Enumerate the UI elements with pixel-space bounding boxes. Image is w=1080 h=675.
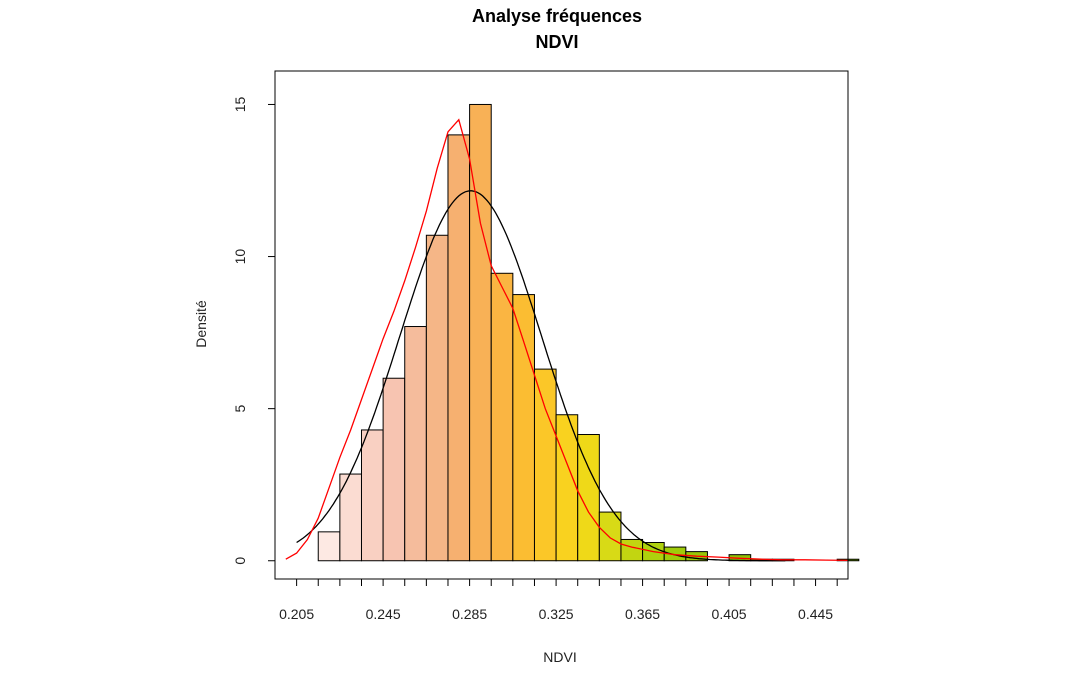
y-tick-label: 0 bbox=[232, 557, 248, 565]
histogram-bar bbox=[598, 511, 622, 562]
x-tick-label: 0.205 bbox=[279, 606, 314, 622]
histogram-bar bbox=[382, 377, 406, 562]
histogram-bar bbox=[404, 326, 427, 562]
y-axis-label: Densité bbox=[193, 300, 209, 348]
y-axis: 0 5 10 15 bbox=[232, 96, 275, 565]
curves bbox=[285, 118, 849, 562]
density-curve bbox=[285, 118, 849, 562]
histogram-bar bbox=[317, 531, 341, 562]
histogram-bar bbox=[469, 103, 492, 562]
histogram-bar bbox=[620, 538, 644, 562]
chart-title: Analyse fréquences bbox=[472, 6, 642, 26]
y-tick-label: 5 bbox=[232, 405, 248, 413]
histogram-bar bbox=[490, 272, 514, 562]
x-tick-label: 0.325 bbox=[539, 606, 574, 622]
histogram-bar bbox=[425, 234, 449, 562]
histogram-bar bbox=[360, 429, 384, 562]
histogram-bar bbox=[577, 434, 600, 562]
histogram-bars bbox=[317, 103, 860, 562]
plot-frame bbox=[274, 70, 849, 580]
x-tick-label: 0.245 bbox=[366, 606, 401, 622]
x-axis-label: NDVI bbox=[543, 649, 576, 665]
histogram-bar bbox=[512, 294, 535, 562]
y-tick-label: 15 bbox=[232, 96, 248, 112]
histogram-bar bbox=[555, 414, 579, 562]
x-tick-label: 0.445 bbox=[798, 606, 833, 622]
x-axis: 0.205 0.245 0.285 0.325 0.365 0.405 0.445 bbox=[279, 579, 838, 622]
y-tick-label: 10 bbox=[232, 249, 248, 265]
x-tick-label: 0.365 bbox=[625, 606, 660, 622]
histogram-bar bbox=[447, 134, 471, 562]
chart-subtitle: NDVI bbox=[535, 32, 578, 52]
normal-curve bbox=[296, 190, 786, 562]
histogram-bar bbox=[533, 368, 557, 562]
x-tick-label: 0.405 bbox=[712, 606, 747, 622]
x-tick-label: 0.285 bbox=[452, 606, 487, 622]
